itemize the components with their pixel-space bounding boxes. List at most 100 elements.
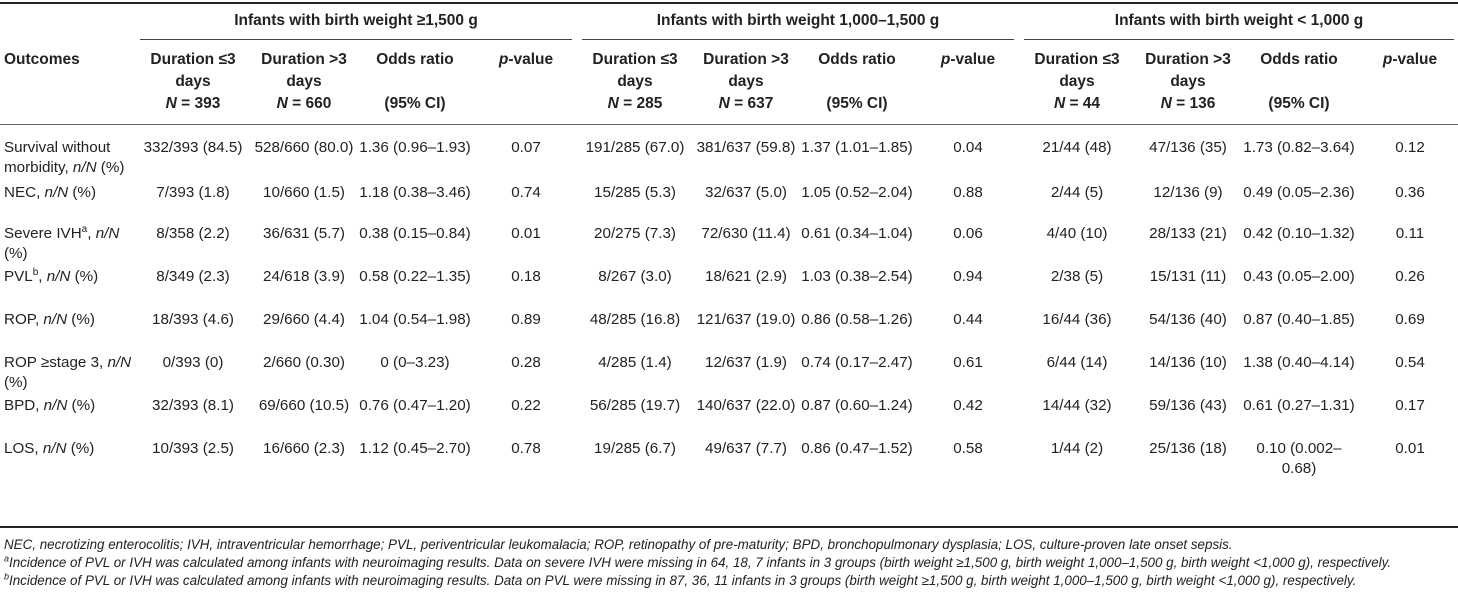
table-cell: 0.54 xyxy=(1395,354,1425,371)
table-cell: 0.17 xyxy=(1395,397,1425,414)
table-cell: 1.36 (0.96–1.93) xyxy=(359,139,471,156)
table-cell: 20/275 (7.3) xyxy=(594,225,676,242)
table-cell: 0.42 (0.10–1.32) xyxy=(1243,225,1355,242)
outcome-label: Survival without morbidity, n/N (%) xyxy=(4,139,125,176)
table-cell: 4/40 (10) xyxy=(1046,225,1108,242)
table-cell: 0.01 xyxy=(1395,440,1425,457)
group-underline xyxy=(140,39,572,40)
table-cell: 6/44 (14) xyxy=(1046,354,1108,371)
table-cell: 24/618 (3.9) xyxy=(263,268,345,285)
outcome-label: ROP, n/N (%) xyxy=(4,311,95,328)
table-cell: 0.87 (0.40–1.85) xyxy=(1243,311,1355,328)
table-cell: 8/267 (3.0) xyxy=(598,268,672,285)
footnote-a-text: Incidence of PVL or IVH was calculated a… xyxy=(9,555,1392,570)
table-cell: 28/133 (21) xyxy=(1149,225,1227,242)
table-cell: 29/660 (4.4) xyxy=(263,311,345,328)
column-header: Duration ≤3 days xyxy=(1029,49,1125,93)
outcome-label: BPD, n/N (%) xyxy=(4,397,96,414)
column-n: (95% CI) xyxy=(1268,95,1330,112)
table-cell: 0.87 (0.60–1.24) xyxy=(801,397,913,414)
group-header-ge1500: Infants with birth weight ≥1,500 g xyxy=(234,12,478,29)
top-rule xyxy=(0,2,1458,4)
table-cell: 0.18 xyxy=(511,268,541,285)
column-header: p-value xyxy=(478,49,574,71)
table-cell: 0.74 (0.17–2.47) xyxy=(801,354,913,371)
table-cell: 0.26 xyxy=(1395,268,1425,285)
table-cell: 69/660 (10.5) xyxy=(258,397,350,414)
column-header: Duration >3 days xyxy=(1140,49,1236,93)
table-cell: 16/660 (2.3) xyxy=(263,440,345,457)
column-n: N = 136 xyxy=(1160,95,1216,112)
footnote-b: bIncidence of PVL or IVH was calculated … xyxy=(4,571,1357,588)
table-cell: 16/44 (36) xyxy=(1042,311,1112,328)
table-cell: 10/393 (2.5) xyxy=(152,440,234,457)
table-cell: 7/393 (1.8) xyxy=(156,184,230,201)
outcome-label: Severe IVHa, n/N (%) xyxy=(4,223,120,262)
table-cell: 0.86 (0.47–1.52) xyxy=(801,440,913,457)
table-cell: 0.61 (0.34–1.04) xyxy=(801,225,913,242)
table-cell: 1.73 (0.82–3.64) xyxy=(1243,139,1355,156)
table-cell: 54/136 (40) xyxy=(1149,311,1227,328)
table-cell: 528/660 (80.0) xyxy=(254,139,354,156)
table-cell: 18/393 (4.6) xyxy=(152,311,234,328)
table-cell: 0.06 xyxy=(953,225,983,242)
table-cell: 0.43 (0.05–2.00) xyxy=(1243,268,1355,285)
table-cell: 12/637 (1.9) xyxy=(705,354,787,371)
column-header-line1: Duration ≤3 xyxy=(150,51,236,68)
table-cell: 10/660 (1.5) xyxy=(263,184,345,201)
table-cell: 0.11 xyxy=(1395,225,1425,242)
outcome-label: LOS, n/N (%) xyxy=(4,440,95,457)
table-cell: 36/631 (5.7) xyxy=(263,225,345,242)
table-cell: 25/136 (18) xyxy=(1149,440,1227,457)
outcome-label: ROP ≥stage 3, n/N (%) xyxy=(4,354,132,391)
table-cell: 32/637 (5.0) xyxy=(705,184,787,201)
table-cell: 1.12 (0.45–2.70) xyxy=(359,440,471,457)
column-header: Duration ≤3 days xyxy=(587,49,683,93)
column-header-line1: Duration ≤3 xyxy=(1034,51,1120,68)
table-cell: 0.07 xyxy=(511,139,541,156)
table-cell: 0.76 (0.47–1.20) xyxy=(359,397,471,414)
table-cell: 1.05 (0.52–2.04) xyxy=(801,184,913,201)
column-header-line2: days xyxy=(1059,73,1095,90)
table-cell: 0.74 xyxy=(511,184,541,201)
table-cell: 0.01 xyxy=(511,225,541,242)
column-header-line2: days xyxy=(617,73,653,90)
table-cell: 59/136 (43) xyxy=(1149,397,1227,414)
table-cell: 0.36 xyxy=(1395,184,1425,201)
column-header-line2: days xyxy=(286,73,322,90)
column-n: (95% CI) xyxy=(826,95,888,112)
table-cell: 0.22 xyxy=(511,397,541,414)
table-cell: 2/660 (0.30) xyxy=(263,354,345,371)
table-cell: 14/136 (10) xyxy=(1149,354,1227,371)
table-cell: 72/630 (11.4) xyxy=(701,225,791,242)
table-cell: 47/136 (35) xyxy=(1149,139,1227,156)
column-header-line2: days xyxy=(728,73,764,90)
column-header: Odds ratio xyxy=(1251,49,1347,71)
column-header: Duration ≤3 days xyxy=(145,49,241,93)
footnote-abbreviations: NEC, necrotizing enterocolitis; IVH, int… xyxy=(4,537,1233,552)
table-cell: 15/285 (5.3) xyxy=(594,184,676,201)
group-underline xyxy=(582,39,1014,40)
table-cell: 1.04 (0.54–1.98) xyxy=(359,311,471,328)
table-cell: 0.49 (0.05–2.36) xyxy=(1243,184,1355,201)
table-cell: 0.44 xyxy=(953,311,983,328)
column-header-line1: p-value xyxy=(940,51,996,68)
column-header-line1: Duration >3 xyxy=(261,51,347,68)
outcomes-header: Outcomes xyxy=(4,51,80,68)
table-cell: 21/44 (48) xyxy=(1042,139,1112,156)
table-cell: 0.04 xyxy=(953,139,983,156)
column-header-line1: Duration ≤3 xyxy=(592,51,678,68)
table-cell: 0.10 (0.002–0.68) xyxy=(1256,440,1342,477)
table-cell: 49/637 (7.7) xyxy=(705,440,787,457)
table-cell: 2/38 (5) xyxy=(1050,268,1104,285)
table-cell: 0.28 xyxy=(511,354,541,371)
table-cell: 19/285 (6.7) xyxy=(594,440,676,457)
table-cell: 0.58 xyxy=(953,440,983,457)
table-cell: 0/393 (0) xyxy=(162,354,224,371)
header-rule xyxy=(0,124,1458,125)
table-cell: 8/349 (2.3) xyxy=(156,268,230,285)
table-cell: 8/358 (2.2) xyxy=(156,225,230,242)
table-cell: 0.61 (0.27–1.31) xyxy=(1243,397,1355,414)
table-cell: 48/285 (16.8) xyxy=(589,311,681,328)
table-cell: 0 (0–3.23) xyxy=(380,354,450,371)
